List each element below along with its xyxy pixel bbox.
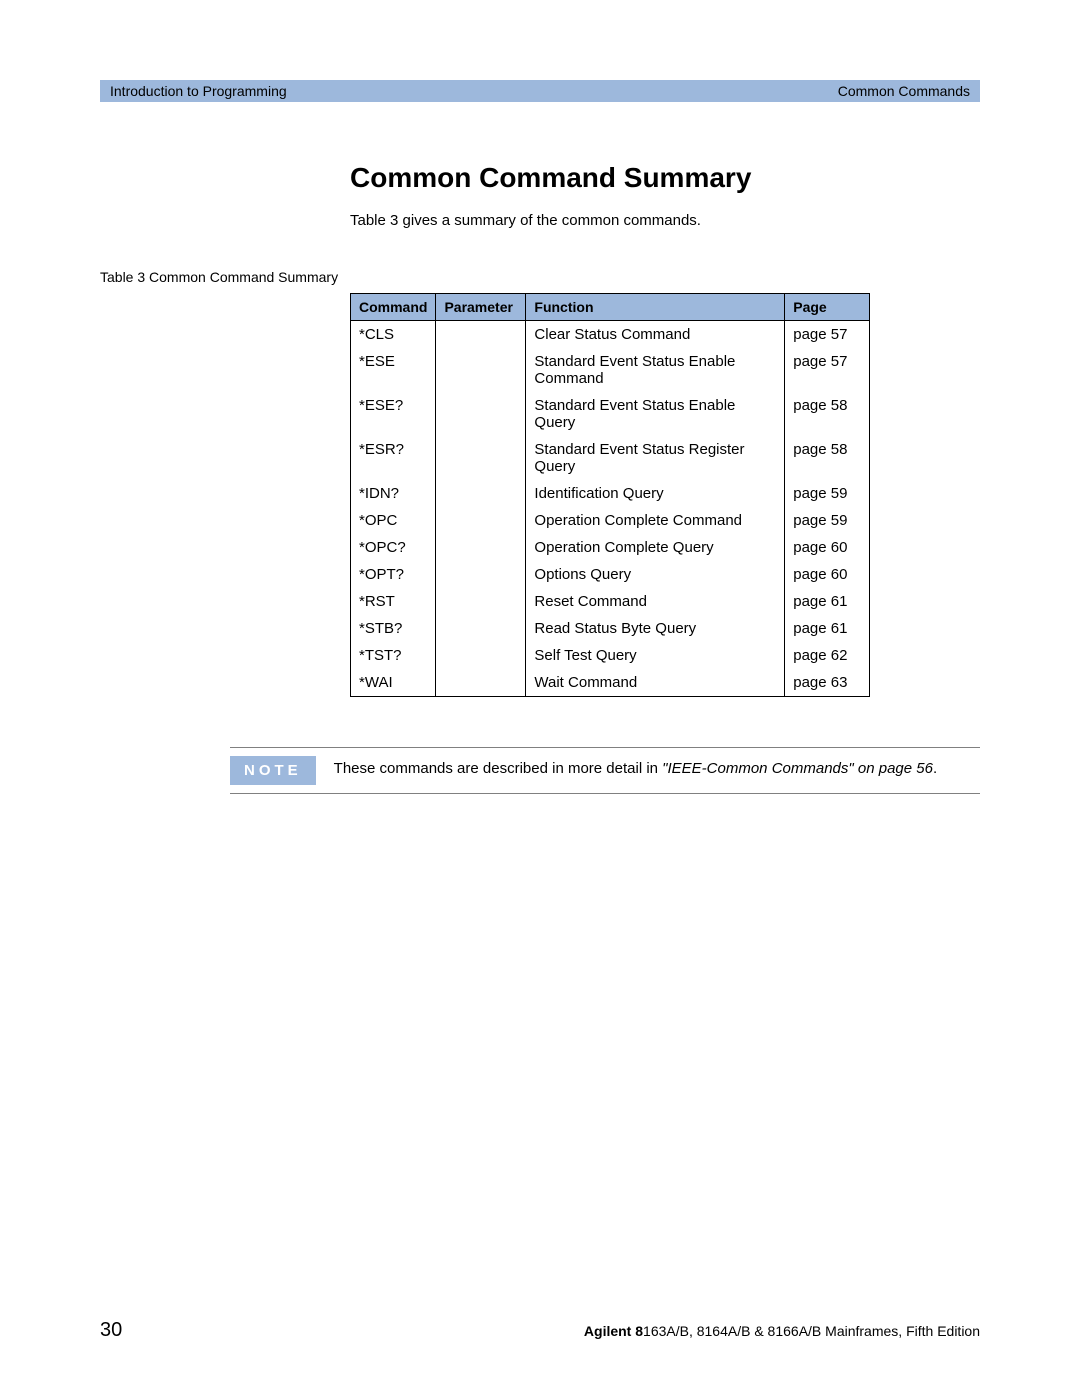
table-row: *IDN? Identification Querypage 59 bbox=[351, 480, 870, 507]
table-cell: *ESR? bbox=[351, 436, 436, 480]
table-cell: page 59 bbox=[785, 507, 870, 534]
intro-text: Table 3 gives a summary of the common co… bbox=[350, 212, 980, 229]
table-row: *STB? Read Status Byte Querypage 61 bbox=[351, 615, 870, 642]
table-cell: page 63 bbox=[785, 669, 870, 697]
table-cell: *ESE? bbox=[351, 392, 436, 436]
note-text-italic: "IEEE-Common Commands" on page 56 bbox=[662, 760, 933, 777]
table-cell: Operation Complete Query bbox=[526, 534, 785, 561]
col-header-parameter: Parameter bbox=[436, 294, 526, 321]
table-cell: *ESE bbox=[351, 348, 436, 392]
table-cell: Reset Command bbox=[526, 588, 785, 615]
content-area: Common Command Summary Table 3 gives a s… bbox=[350, 162, 980, 229]
table-cell: Operation Complete Command bbox=[526, 507, 785, 534]
table-row: *OPC? Operation Complete Querypage 60 bbox=[351, 534, 870, 561]
table-cell: *OPT? bbox=[351, 561, 436, 588]
note-text-plain: These commands are described in more det… bbox=[334, 760, 663, 777]
table-cell: page 61 bbox=[785, 588, 870, 615]
table-row: *WAI Wait Commandpage 63 bbox=[351, 669, 870, 697]
table-cell: page 61 bbox=[785, 615, 870, 642]
table-cell: page 58 bbox=[785, 392, 870, 436]
header-left: Introduction to Programming bbox=[110, 83, 287, 99]
table-cell bbox=[436, 588, 526, 615]
note-block: NOTE These commands are described in mor… bbox=[230, 747, 980, 794]
table-cell bbox=[436, 507, 526, 534]
note-label: NOTE bbox=[230, 756, 316, 785]
table-cell: Read Status Byte Query bbox=[526, 615, 785, 642]
table-row: *CLS Clear Status Commandpage 57 bbox=[351, 321, 870, 349]
note-text-after: . bbox=[933, 760, 937, 777]
page-number: 30 bbox=[100, 1319, 122, 1342]
table-row: *RST Reset Commandpage 61 bbox=[351, 588, 870, 615]
table-row: *ESE? Standard Event Status Enable Queryp… bbox=[351, 392, 870, 436]
table-cell bbox=[436, 480, 526, 507]
table-cell: page 58 bbox=[785, 436, 870, 480]
table-cell bbox=[436, 534, 526, 561]
table-cell bbox=[436, 321, 526, 349]
table-row: *ESE Standard Event Status Enable Command… bbox=[351, 348, 870, 392]
table-cell: *OPC bbox=[351, 507, 436, 534]
footer-right: Agilent 8163A/B, 8164A/B & 8166A/B Mainf… bbox=[584, 1323, 980, 1339]
table-cell: Clear Status Command bbox=[526, 321, 785, 349]
table-cell: *RST bbox=[351, 588, 436, 615]
footer-right-rest: 163A/B, 8164A/B & 8166A/B Mainframes, Fi… bbox=[643, 1323, 980, 1339]
table-cell bbox=[436, 348, 526, 392]
table-row: *OPC Operation Complete Commandpage 59 bbox=[351, 507, 870, 534]
table-cell: Identification Query bbox=[526, 480, 785, 507]
table-cell: *OPC? bbox=[351, 534, 436, 561]
table-cell: *WAI bbox=[351, 669, 436, 697]
table-cell bbox=[436, 561, 526, 588]
table-caption: Table 3 Common Command Summary bbox=[100, 269, 980, 285]
page-container: Introduction to Programming Common Comma… bbox=[0, 0, 1080, 1397]
commands-table: Command Parameter Function Page *CLS Clea… bbox=[350, 293, 870, 697]
page-title: Common Command Summary bbox=[350, 162, 980, 194]
table-cell: page 62 bbox=[785, 642, 870, 669]
table-cell bbox=[436, 436, 526, 480]
table-row: *TST? Self Test Querypage 62 bbox=[351, 642, 870, 669]
note-text: These commands are described in more det… bbox=[334, 756, 937, 779]
table-cell: page 57 bbox=[785, 348, 870, 392]
table-cell: Standard Event Status Enable Query bbox=[526, 392, 785, 436]
col-header-function: Function bbox=[526, 294, 785, 321]
table-cell: Standard Event Status Register Query bbox=[526, 436, 785, 480]
table-cell: page 57 bbox=[785, 321, 870, 349]
table-cell bbox=[436, 392, 526, 436]
table-row: *OPT? Options Querypage 60 bbox=[351, 561, 870, 588]
table-cell: Standard Event Status Enable Command bbox=[526, 348, 785, 392]
col-header-page: Page bbox=[785, 294, 870, 321]
table-row: *ESR? Standard Event Status Register Quer… bbox=[351, 436, 870, 480]
table-cell: *IDN? bbox=[351, 480, 436, 507]
table-cell: *STB? bbox=[351, 615, 436, 642]
header-bar: Introduction to Programming Common Comma… bbox=[100, 80, 980, 102]
table-cell: page 59 bbox=[785, 480, 870, 507]
table-body: *CLS Clear Status Commandpage 57 *ESE Stand… bbox=[351, 321, 870, 697]
table-cell: *CLS bbox=[351, 321, 436, 349]
header-right: Common Commands bbox=[838, 83, 970, 99]
table-cell: Wait Command bbox=[526, 669, 785, 697]
table-cell: *TST? bbox=[351, 642, 436, 669]
table-cell: Options Query bbox=[526, 561, 785, 588]
table-wrap: Command Parameter Function Page *CLS Clea… bbox=[350, 293, 980, 697]
footer-right-bold: Agilent 8 bbox=[584, 1323, 643, 1339]
col-header-command: Command bbox=[351, 294, 436, 321]
table-cell bbox=[436, 642, 526, 669]
footer: 30 Agilent 8163A/B, 8164A/B & 8166A/B Ma… bbox=[100, 1319, 980, 1342]
table-cell: page 60 bbox=[785, 561, 870, 588]
table-cell bbox=[436, 669, 526, 697]
table-cell: page 60 bbox=[785, 534, 870, 561]
table-cell: Self Test Query bbox=[526, 642, 785, 669]
table-cell bbox=[436, 615, 526, 642]
table-header-row: Command Parameter Function Page bbox=[351, 294, 870, 321]
